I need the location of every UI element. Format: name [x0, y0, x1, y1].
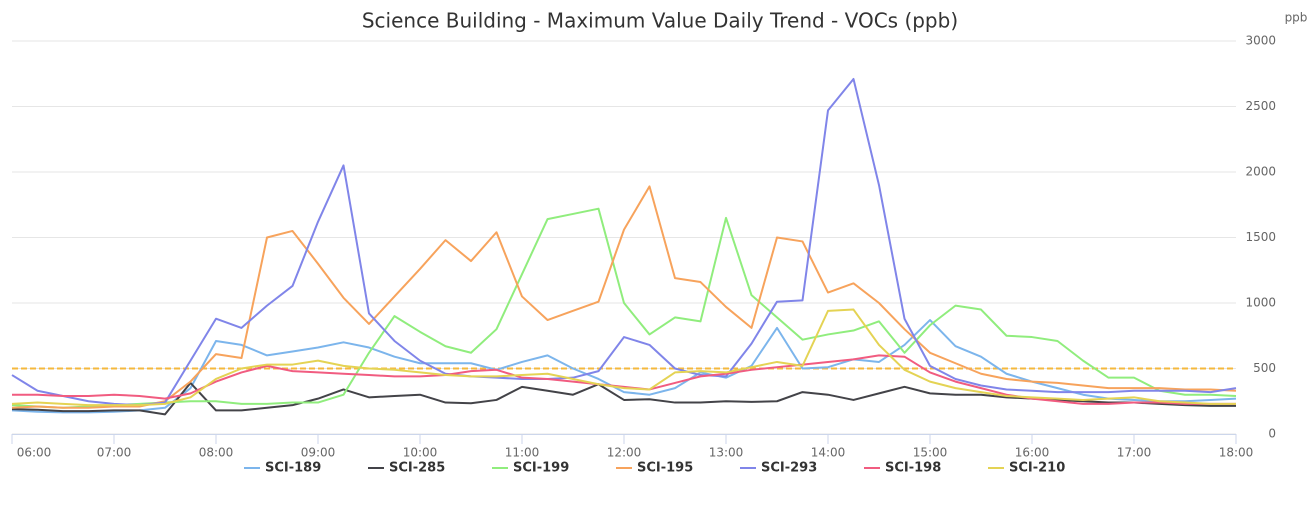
series-line	[11, 77, 1237, 407]
y-tick-label: 3000	[1245, 34, 1276, 48]
y-tick-label: 1500	[1245, 230, 1276, 244]
legend-label: SCI-199	[513, 461, 569, 476]
x-tick-label: 08:00	[199, 446, 234, 460]
series-line	[11, 207, 1237, 409]
x-tick-label: 16:00	[1015, 446, 1050, 460]
y-axis-label: ppb	[1285, 11, 1308, 25]
series-line	[11, 185, 1237, 409]
x-tick-label: 10:00	[403, 446, 438, 460]
x-tick-label: 11:00	[505, 446, 540, 460]
series-line	[12, 354, 1236, 405]
legend-label: SCI-285	[389, 461, 445, 476]
chart-title: Science Building - Maximum Value Daily T…	[362, 9, 958, 33]
x-tick-label: 15:00	[913, 446, 948, 460]
y-tick-label: 500	[1253, 361, 1276, 375]
y-tick-label: 2500	[1245, 99, 1276, 113]
x-tick-label: 13:00	[709, 446, 744, 460]
legend-label: SCI-189	[265, 461, 321, 476]
x-tick-label: 06:00	[17, 446, 52, 460]
x-tick-label: 14:00	[811, 446, 846, 460]
x-tick-label: 18:00	[1219, 446, 1254, 460]
x-tick-label: 17:00	[1117, 446, 1152, 460]
series-line	[11, 308, 1236, 407]
y-tick-label: 1000	[1245, 296, 1276, 310]
x-tick-label: 09:00	[301, 446, 336, 460]
y-tick-label: 2000	[1245, 165, 1276, 179]
legend-label: SCI-210	[1009, 461, 1065, 476]
x-tick-label: 12:00	[607, 446, 642, 460]
legend-label: SCI-293	[761, 461, 817, 476]
legend-label: SCI-198	[885, 461, 941, 476]
y-tick-label: 0	[1268, 427, 1276, 441]
x-tick-label: 07:00	[97, 446, 132, 460]
legend-label: SCI-195	[637, 461, 693, 476]
